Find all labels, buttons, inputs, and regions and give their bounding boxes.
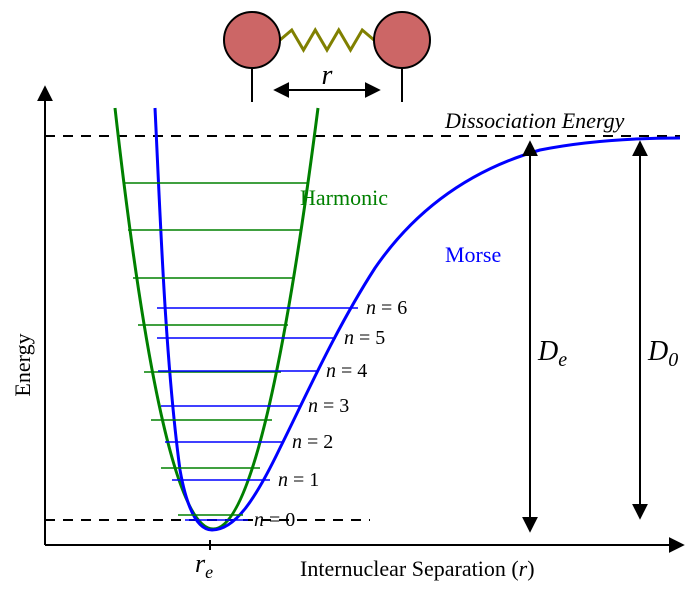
atom-right — [374, 12, 430, 68]
n-label: n = 5 — [344, 327, 385, 349]
y-axis-label: Energy — [10, 333, 35, 396]
x-axis-label: Internuclear Separation (r) — [300, 556, 535, 581]
n-label: n = 1 — [278, 469, 319, 491]
dissociation-label: Dissociation Energy — [444, 108, 625, 133]
atom-left — [224, 12, 280, 68]
n-label: n = 2 — [292, 431, 333, 453]
n-label: n = 6 — [366, 297, 407, 319]
d0-label: D0 — [647, 336, 678, 371]
harmonic-curve — [115, 108, 318, 529]
n-label: n = 0 — [254, 509, 295, 531]
morse-curve — [155, 108, 680, 530]
n-label: n = 4 — [326, 360, 367, 382]
harmonic-label: Harmonic — [300, 185, 388, 210]
spring-icon — [280, 30, 374, 50]
de-label: De — [537, 336, 567, 371]
n-label: n = 3 — [308, 395, 349, 417]
re-label: re — [195, 549, 213, 582]
r-label: r — [322, 60, 333, 91]
morse-label: Morse — [445, 242, 501, 267]
